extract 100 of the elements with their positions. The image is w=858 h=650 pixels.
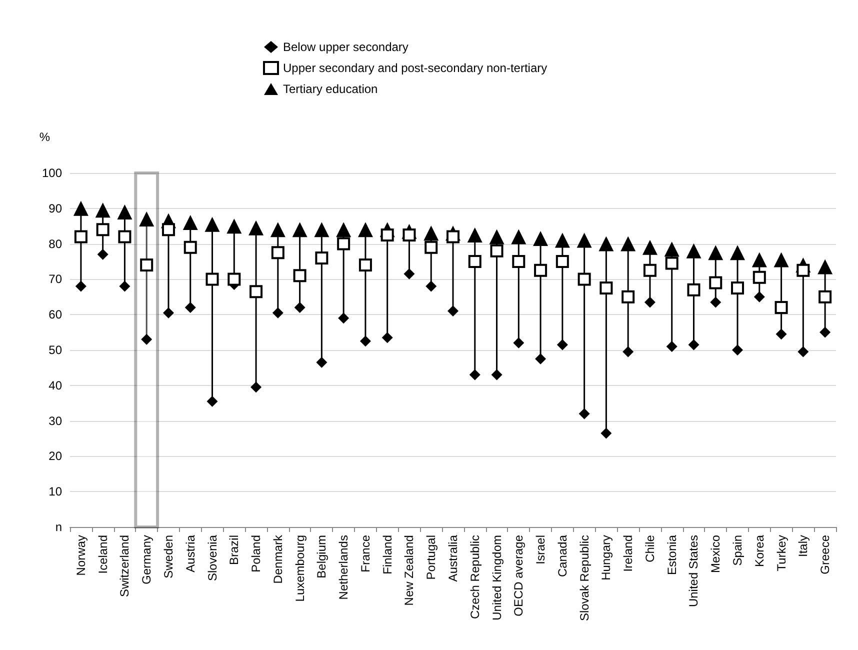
point bbox=[774, 252, 789, 268]
y-tick-label: 10 bbox=[48, 484, 62, 499]
point bbox=[708, 245, 724, 260]
point bbox=[622, 346, 634, 358]
point bbox=[730, 245, 746, 260]
x-tick-label: Slovak Republic bbox=[577, 535, 592, 622]
point bbox=[184, 302, 196, 314]
point bbox=[620, 236, 636, 252]
point bbox=[600, 428, 612, 439]
point bbox=[688, 339, 700, 350]
point bbox=[360, 336, 371, 347]
point bbox=[578, 272, 591, 286]
x-tick-label: Turkey bbox=[774, 535, 788, 572]
y-tick-label: 20 bbox=[48, 449, 62, 464]
x-tick-label: Luxembourg bbox=[292, 535, 307, 602]
x-tick-label: Ireland bbox=[621, 535, 636, 572]
x-tick-label: Austria bbox=[183, 534, 198, 572]
point bbox=[644, 296, 656, 308]
point bbox=[336, 222, 352, 238]
y-tick-label: 70 bbox=[48, 272, 62, 286]
x-tick-label: Brazil bbox=[227, 535, 242, 566]
point bbox=[774, 301, 788, 314]
point bbox=[75, 280, 86, 292]
x-tick-label: Sweden bbox=[161, 535, 176, 578]
x-tick-label: Netherlands bbox=[336, 535, 351, 600]
point bbox=[796, 264, 810, 277]
x-tick-label: Germany bbox=[140, 535, 154, 584]
x-tick-label: Portugal bbox=[424, 535, 438, 580]
point bbox=[95, 202, 110, 218]
point bbox=[140, 258, 154, 272]
point bbox=[448, 306, 458, 317]
point bbox=[337, 237, 350, 250]
x-tick-label: Denmark bbox=[270, 534, 285, 584]
point bbox=[754, 291, 765, 302]
x-tick-label: Slovenia bbox=[205, 534, 220, 582]
point bbox=[556, 339, 568, 350]
point bbox=[489, 229, 504, 244]
y-axis-title: % bbox=[39, 130, 50, 144]
point bbox=[622, 290, 635, 304]
point bbox=[731, 282, 744, 295]
x-tick-label: Spain bbox=[730, 535, 745, 566]
point bbox=[643, 264, 656, 277]
x-tick-label: Israel bbox=[534, 535, 548, 564]
legend-label: Below upper secondary bbox=[283, 40, 408, 54]
point bbox=[554, 232, 570, 248]
point bbox=[182, 215, 198, 230]
point bbox=[468, 255, 482, 268]
x-tick-label: Estonia bbox=[664, 534, 679, 576]
point bbox=[338, 312, 350, 324]
x-tick-label: Korea bbox=[752, 534, 766, 568]
point bbox=[576, 232, 592, 248]
point bbox=[467, 227, 482, 242]
x-tick-label: Australia bbox=[446, 534, 460, 582]
x-tick-label: United States bbox=[686, 535, 701, 608]
point bbox=[206, 396, 218, 407]
legend-label: Tertiary education bbox=[283, 82, 378, 96]
point bbox=[226, 218, 242, 234]
point bbox=[664, 242, 680, 257]
x-tick-label: Czech Republic bbox=[468, 535, 482, 620]
point bbox=[380, 228, 394, 242]
point bbox=[512, 255, 526, 268]
point bbox=[204, 216, 220, 232]
y-tick-label: 80 bbox=[48, 236, 62, 251]
point bbox=[118, 230, 132, 244]
point bbox=[534, 264, 548, 277]
x-tick-label: Poland bbox=[249, 535, 264, 572]
point bbox=[533, 230, 548, 246]
point bbox=[798, 346, 809, 358]
x-tick-label: Chile bbox=[642, 534, 657, 562]
point bbox=[776, 328, 787, 340]
point bbox=[315, 251, 328, 264]
point bbox=[250, 382, 262, 393]
point bbox=[73, 200, 88, 216]
point bbox=[642, 240, 658, 255]
point bbox=[358, 222, 373, 238]
x-tick-label: Switzerland bbox=[118, 535, 132, 598]
point bbox=[490, 244, 504, 258]
point bbox=[271, 246, 284, 260]
point bbox=[666, 340, 678, 352]
y-tick-label: 60 bbox=[48, 308, 62, 322]
x-tick-label: United Kingdom bbox=[490, 535, 504, 620]
y-tick-label: 30 bbox=[48, 414, 62, 428]
point bbox=[119, 280, 130, 292]
point bbox=[491, 369, 502, 380]
point bbox=[293, 269, 306, 282]
point bbox=[686, 243, 702, 258]
point bbox=[446, 230, 460, 244]
point bbox=[248, 220, 264, 236]
point bbox=[556, 255, 569, 268]
point bbox=[732, 344, 744, 356]
point bbox=[578, 408, 590, 420]
point bbox=[270, 222, 286, 238]
point bbox=[469, 369, 480, 380]
y-tick-label: 100 bbox=[42, 166, 62, 180]
point bbox=[250, 285, 263, 298]
point bbox=[96, 223, 110, 236]
point bbox=[97, 248, 108, 260]
point bbox=[292, 222, 308, 238]
point bbox=[141, 334, 152, 345]
point bbox=[316, 356, 328, 368]
